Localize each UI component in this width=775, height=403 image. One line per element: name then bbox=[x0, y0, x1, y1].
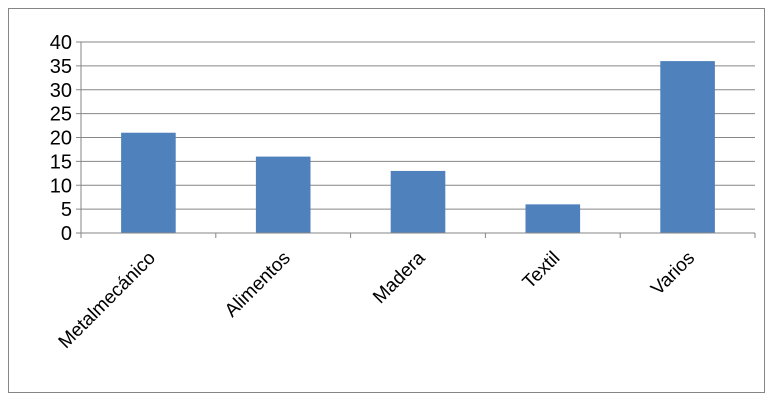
y-tick-label-25: 25 bbox=[50, 104, 72, 126]
x-tick-label-madera: Madera bbox=[369, 247, 430, 308]
y-tick-label-40: 40 bbox=[50, 32, 72, 54]
y-tick-label-5: 5 bbox=[61, 199, 72, 221]
bar-alimentos bbox=[255, 156, 311, 233]
bars bbox=[121, 61, 715, 233]
gridlines bbox=[81, 41, 755, 210]
y-tick-label-0: 0 bbox=[61, 223, 72, 245]
x-tick-label-metalmecánico: Metalmecánico bbox=[55, 248, 160, 353]
y-tick-label-30: 30 bbox=[50, 80, 72, 102]
x-tick-label-varios: Varios bbox=[647, 248, 699, 300]
bar-madera bbox=[390, 170, 446, 233]
bar-metalmecánico bbox=[121, 132, 176, 233]
y-tick-label-35: 35 bbox=[50, 56, 72, 78]
y-tick-label-10: 10 bbox=[50, 175, 72, 197]
x-tick-labels: Metalmecánico Alimentos Madera Textil Varios bbox=[55, 247, 699, 353]
y-tick-label-20: 20 bbox=[50, 128, 72, 150]
axes bbox=[76, 41, 756, 238]
bar-textil bbox=[525, 204, 581, 233]
y-tick-label-15: 15 bbox=[50, 151, 72, 173]
x-tick-label-textil: Textil bbox=[519, 248, 564, 293]
x-tick-label-alimentos: Alimentos bbox=[221, 248, 295, 322]
bar-varios bbox=[660, 61, 715, 233]
